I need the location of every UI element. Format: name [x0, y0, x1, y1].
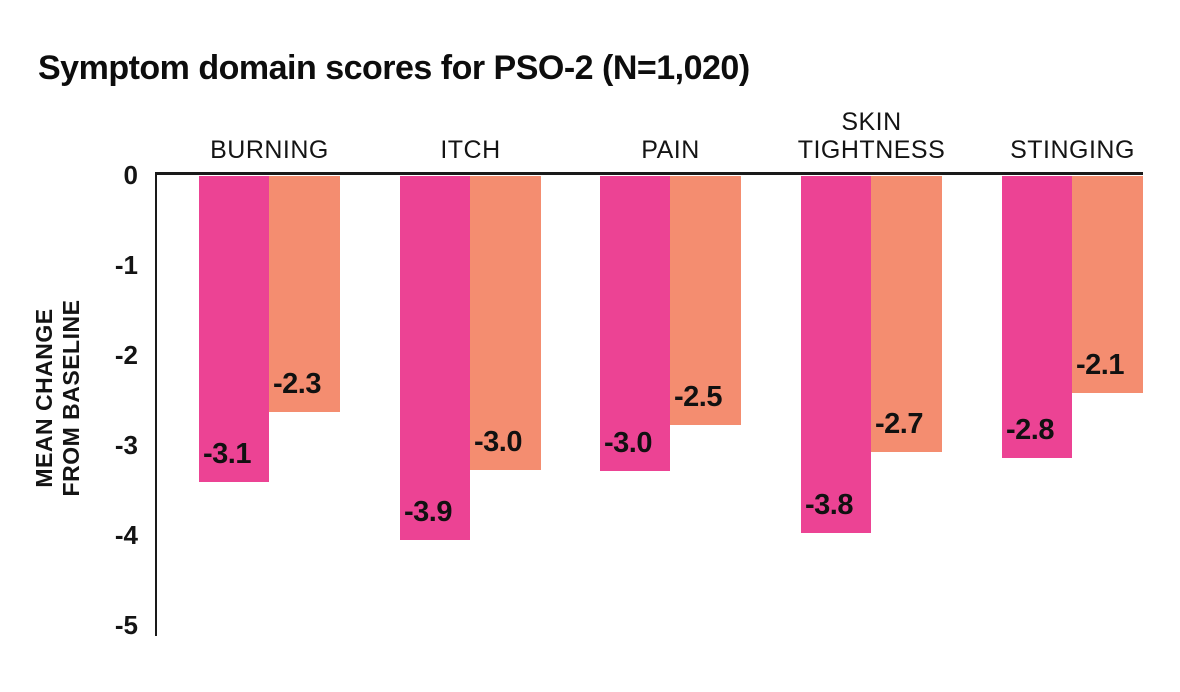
category-label-line: STINGING	[1010, 136, 1135, 164]
category-label-line: BURNING	[210, 136, 329, 164]
bar-value-label-burning-pink-series: -3.1	[203, 438, 251, 470]
bar-value-label-itch-salmon-series: -3.0	[474, 426, 522, 458]
bar-value-label-itch-pink-series: -3.9	[404, 496, 452, 528]
y-tick-label--2: -2	[114, 340, 138, 370]
category-label-stinging: STINGING	[923, 136, 1180, 164]
category-label-line: ITCH	[440, 136, 501, 164]
bar-value-label-burning-salmon-series: -2.3	[273, 368, 321, 400]
bar-value-label-stinging-salmon-series: -2.1	[1076, 349, 1124, 381]
bar-value-label-skin-tightness-pink-series: -3.8	[805, 489, 853, 521]
bar-stinging-salmon-series	[1072, 176, 1143, 393]
y-tick-label--1: -1	[114, 250, 138, 280]
x-axis-zero-line	[155, 172, 1143, 175]
category-label-pain: PAIN	[521, 136, 821, 164]
y-axis-title-line-2: FROM BASELINE	[58, 299, 84, 497]
bar-value-label-stinging-pink-series: -2.8	[1006, 414, 1054, 446]
y-tick-label--5: -5	[114, 610, 138, 640]
category-label-burning: BURNING	[120, 136, 420, 164]
bar-value-label-pain-salmon-series: -2.5	[674, 381, 722, 413]
bar-itch-salmon-series	[470, 176, 541, 470]
bar-value-label-pain-pink-series: -3.0	[604, 427, 652, 459]
category-label-line: SKIN	[841, 108, 902, 136]
bar-skin-tightness-salmon-series	[871, 176, 942, 452]
y-tick-label--4: -4	[114, 520, 138, 550]
category-label-line: PAIN	[641, 136, 700, 164]
category-label-skin-tightness: SKIN TIGHTNESS	[722, 108, 1022, 164]
chart-title: Symptom domain scores for PSO-2 (N=1,020…	[38, 49, 750, 87]
bar-burning-salmon-series	[269, 176, 340, 412]
bar-stinging-pink-series	[1002, 176, 1072, 458]
bar-burning-pink-series	[199, 176, 269, 482]
y-axis-title: MEAN CHANGE FROM BASELINE	[31, 300, 85, 497]
category-label-itch: ITCH	[321, 136, 621, 164]
y-tick-label-0: 0	[123, 160, 138, 190]
y-tick-label--3: -3	[114, 430, 138, 460]
bar-pain-salmon-series	[670, 176, 741, 425]
bar-pain-pink-series	[600, 176, 670, 471]
y-axis-title-line-1: MEAN CHANGE	[31, 308, 57, 488]
bar-skin-tightness-pink-series	[801, 176, 871, 533]
y-axis-line	[155, 172, 157, 636]
category-label-line: TIGHTNESS	[797, 136, 946, 164]
bar-itch-pink-series	[400, 176, 470, 540]
bar-value-label-skin-tightness-salmon-series: -2.7	[875, 408, 923, 440]
